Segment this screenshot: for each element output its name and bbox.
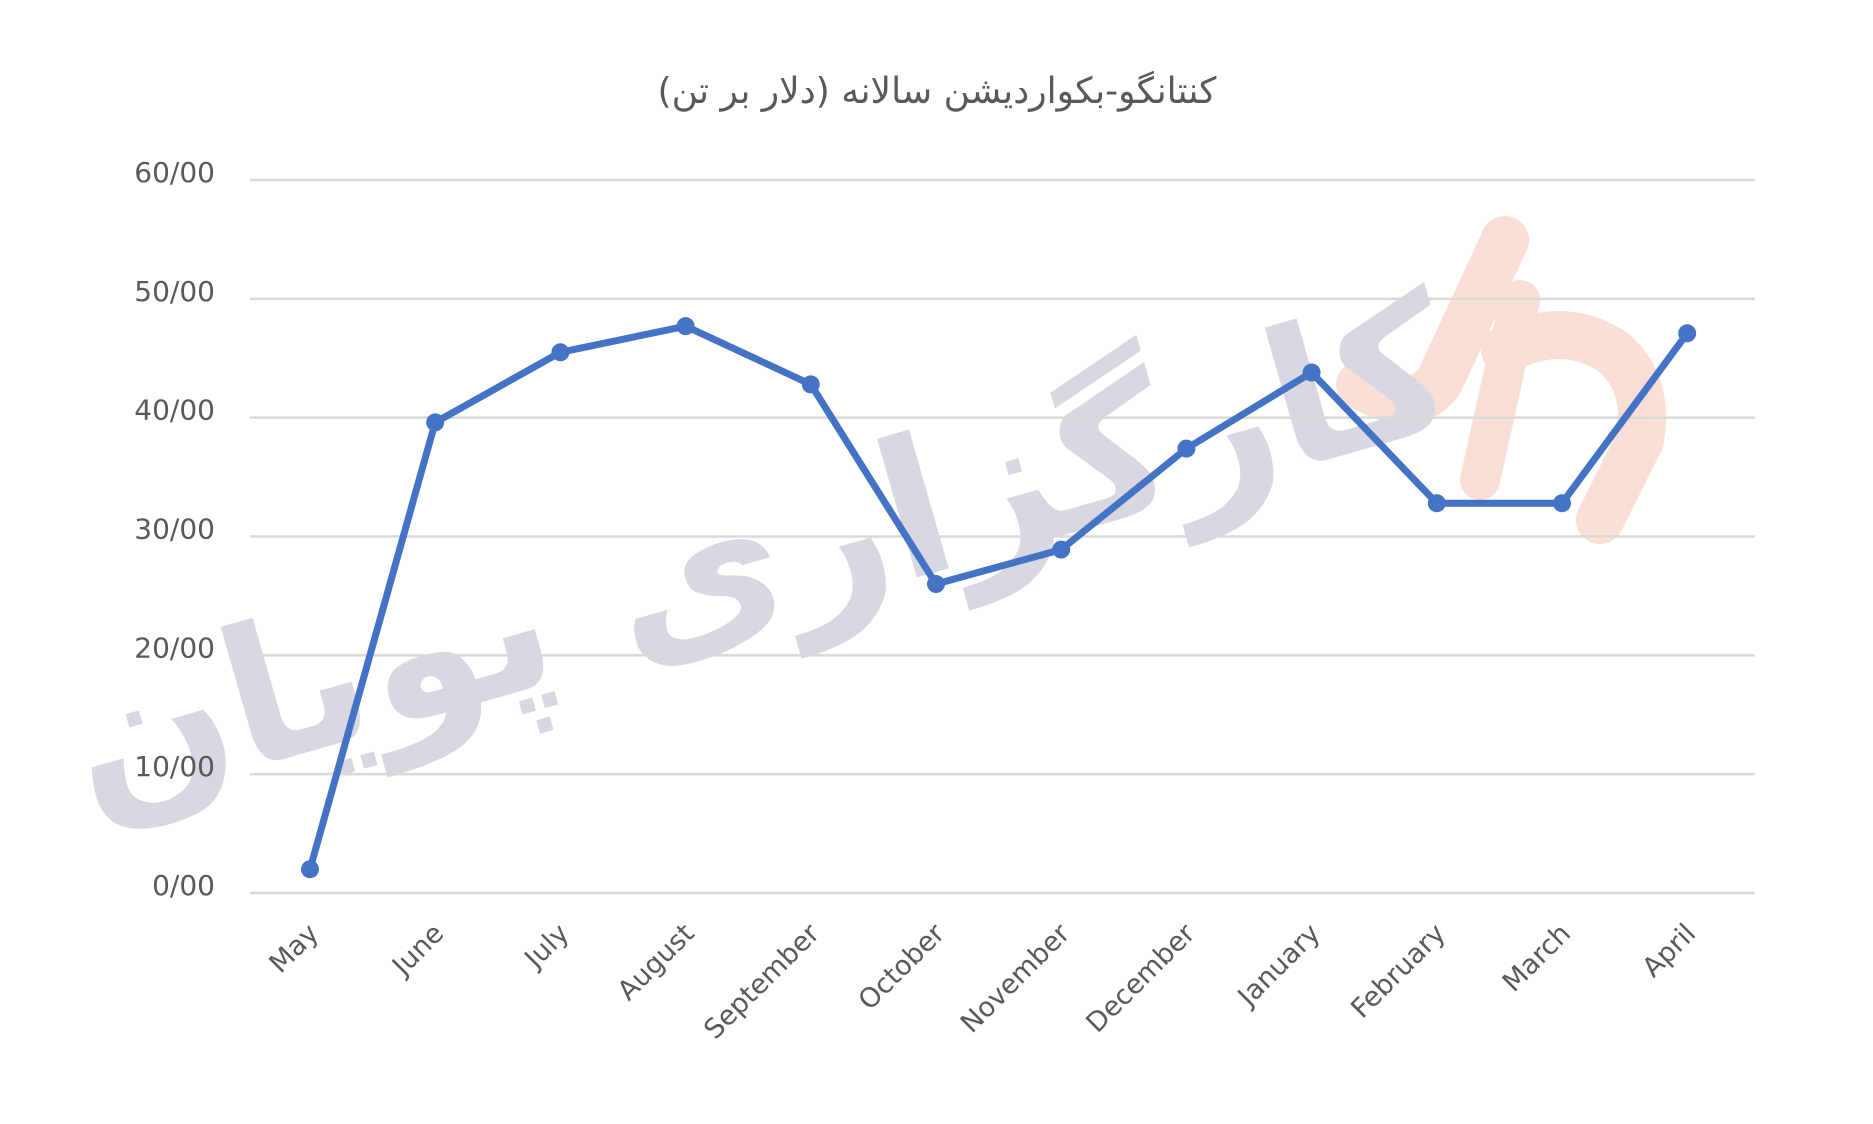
watermark-text: کارگزاری پویان: [41, 251, 1478, 860]
data-point: [1678, 324, 1696, 342]
y-tick-label: 60/00: [134, 156, 215, 189]
data-point: [802, 375, 820, 393]
x-tick-label: December: [1080, 917, 1202, 1039]
x-tick-label: May: [264, 918, 325, 979]
data-point: [1553, 494, 1571, 512]
data-point: [1177, 440, 1195, 458]
data-point: [1303, 364, 1321, 382]
x-tick-label: July: [518, 918, 576, 976]
x-tick-label: October: [853, 917, 952, 1016]
x-tick-label: September: [698, 917, 826, 1045]
data-point: [426, 413, 444, 431]
y-tick-label: 10/00: [134, 750, 215, 783]
y-tick-label: 50/00: [134, 275, 215, 308]
y-tick-label: 20/00: [134, 631, 215, 664]
chart-title: کنتانگو-بکواردیشن سالانه (دلار بر تن): [658, 70, 1218, 112]
x-tick-label: January: [1231, 918, 1327, 1014]
x-tick-label: April: [1637, 918, 1703, 984]
x-tick-label: March: [1497, 918, 1577, 998]
x-tick-label: June: [385, 918, 450, 983]
y-tick-label: 0/00: [152, 869, 215, 902]
x-tick-label: November: [955, 917, 1077, 1039]
x-tick-label: August: [612, 918, 701, 1007]
watermark: کارگزاری پویان: [41, 240, 1642, 860]
x-tick-label: February: [1345, 918, 1452, 1025]
data-point: [927, 575, 945, 593]
data-point: [677, 317, 695, 335]
data-point: [1052, 541, 1070, 559]
data-point: [551, 343, 569, 361]
data-point: [1428, 494, 1446, 512]
y-tick-label: 40/00: [134, 394, 215, 427]
y-tick-label: 30/00: [134, 513, 215, 546]
data-point: [301, 860, 319, 878]
